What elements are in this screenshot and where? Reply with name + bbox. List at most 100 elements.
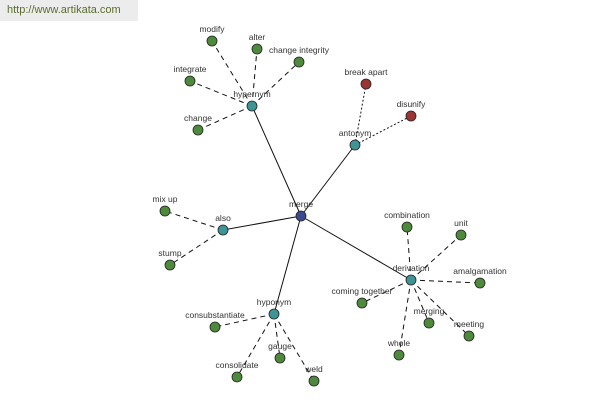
root-node-merge[interactable]: merge xyxy=(289,199,313,222)
node-label[interactable]: also xyxy=(215,213,231,223)
relation-node-derivation[interactable]: derivation xyxy=(393,263,430,286)
edge-root-derivation xyxy=(300,215,412,281)
edge-hypernym-change-integrity xyxy=(251,61,300,107)
node-circle[interactable] xyxy=(474,277,486,289)
node-circle[interactable] xyxy=(184,75,196,87)
node-circle[interactable] xyxy=(463,330,475,342)
node-circle[interactable] xyxy=(159,205,171,217)
word-node-integrate[interactable]: integrate xyxy=(173,64,207,87)
node-circle[interactable] xyxy=(206,35,218,47)
edge-derivation-unit xyxy=(410,234,462,281)
node-label[interactable]: consubstantiate xyxy=(185,310,245,320)
edge-hypernym-modify xyxy=(211,40,253,107)
word-node-consubstantiate[interactable]: consubstantiate xyxy=(185,310,245,333)
edge-root-hyponym xyxy=(273,215,302,315)
node-circle[interactable] xyxy=(423,317,435,329)
node-circle[interactable] xyxy=(293,56,305,68)
relation-node-antonym[interactable]: antonym xyxy=(339,128,372,151)
edge-hyponym-consubstantiate xyxy=(214,313,275,328)
word-node-change[interactable]: change xyxy=(184,113,212,136)
node-circle[interactable] xyxy=(164,259,176,271)
word-node-modify[interactable]: modify xyxy=(199,24,225,47)
edge-hypernym-change xyxy=(197,105,253,131)
node-circle[interactable] xyxy=(455,229,467,241)
node-circle[interactable] xyxy=(393,349,405,361)
word-node-gauge[interactable]: gauge xyxy=(268,341,292,364)
node-label[interactable]: disunify xyxy=(397,99,427,109)
node-circle[interactable] xyxy=(349,139,361,151)
node-label[interactable]: unit xyxy=(454,218,468,228)
site-url-banner[interactable]: http://www.artikata.com xyxy=(0,0,138,21)
node-circle[interactable] xyxy=(405,110,417,122)
node-circle[interactable] xyxy=(405,274,417,286)
node-circle[interactable] xyxy=(308,375,320,387)
node-circle[interactable] xyxy=(231,371,243,383)
word-node-alter[interactable]: alter xyxy=(249,32,266,55)
node-label[interactable]: break apart xyxy=(345,67,389,77)
node-label[interactable]: integrate xyxy=(173,64,206,74)
node-label[interactable]: modify xyxy=(199,24,225,34)
word-node-whole[interactable]: whole xyxy=(387,338,410,361)
node-circle[interactable] xyxy=(251,43,263,55)
node-label[interactable]: mix up xyxy=(152,194,177,204)
node-label[interactable]: amalgamation xyxy=(453,266,507,276)
node-label[interactable]: gauge xyxy=(268,341,292,351)
relation-node-hyponym[interactable]: hyponym xyxy=(257,297,292,320)
edge-derivation-amalgamation xyxy=(410,279,481,284)
node-label[interactable]: antonym xyxy=(339,128,372,138)
edge-derivation-meeting xyxy=(410,279,470,337)
word-node-combination[interactable]: combination xyxy=(384,210,430,233)
edge-hyponym-weld xyxy=(273,313,315,382)
relation-node-hypernym[interactable]: hypernym xyxy=(233,89,271,112)
edge-hypernym-alter xyxy=(251,48,258,107)
node-label[interactable]: derivation xyxy=(393,263,430,273)
node-circle[interactable] xyxy=(360,78,372,90)
edge-hypernym-integrate xyxy=(189,80,253,107)
node-label[interactable]: consolidate xyxy=(215,360,258,370)
node-label[interactable]: hyponym xyxy=(257,297,292,307)
node-label[interactable]: merge xyxy=(289,199,313,209)
node-circle[interactable] xyxy=(295,210,307,222)
node-label[interactable]: change xyxy=(184,113,212,123)
edge-also-mix-up xyxy=(164,210,224,231)
node-circle[interactable] xyxy=(268,308,280,320)
node-label[interactable]: meeting xyxy=(454,319,485,329)
node-label[interactable]: combination xyxy=(384,210,430,220)
word-node-disunify[interactable]: disunify xyxy=(397,99,427,122)
node-circle[interactable] xyxy=(356,297,368,309)
edge-antonym-disunify xyxy=(354,115,412,146)
word-node-mix-up[interactable]: mix up xyxy=(152,194,178,217)
node-circle[interactable] xyxy=(401,221,413,233)
node-label[interactable]: alter xyxy=(249,32,266,42)
word-node-break-apart[interactable]: break apart xyxy=(345,67,389,90)
word-node-merging[interactable]: merging xyxy=(414,306,445,329)
word-node-change-integrity[interactable]: change integrity xyxy=(269,45,330,68)
node-circle[interactable] xyxy=(209,321,221,333)
node-circle[interactable] xyxy=(217,224,229,236)
edge-root-also xyxy=(222,215,302,231)
word-node-coming-together[interactable]: coming together xyxy=(332,286,393,309)
node-circle[interactable] xyxy=(192,124,204,136)
edge-root-hypernym xyxy=(251,105,302,217)
node-label[interactable]: change integrity xyxy=(269,45,330,55)
node-label[interactable]: hypernym xyxy=(233,89,270,99)
word-node-meeting[interactable]: meeting xyxy=(454,319,485,342)
node-label[interactable]: coming together xyxy=(332,286,393,296)
node-label[interactable]: stump xyxy=(158,248,181,258)
node-circle[interactable] xyxy=(274,352,286,364)
edge-root-antonym xyxy=(300,144,356,217)
word-node-consolidate[interactable]: consolidate xyxy=(215,360,259,383)
edge-derivation-whole xyxy=(398,279,412,356)
word-node-stump[interactable]: stump xyxy=(158,248,182,271)
edge-derivation-coming-together xyxy=(361,279,412,304)
word-node-amalgamation[interactable]: amalgamation xyxy=(453,266,507,289)
word-node-weld[interactable]: weld xyxy=(304,364,323,387)
node-label[interactable]: weld xyxy=(304,364,323,374)
edge-hyponym-consolidate xyxy=(236,313,275,378)
node-label[interactable]: merging xyxy=(414,306,445,316)
node-circle[interactable] xyxy=(246,100,258,112)
node-label[interactable]: whole xyxy=(387,338,410,348)
word-node-unit[interactable]: unit xyxy=(454,218,468,241)
relation-node-also[interactable]: also xyxy=(215,213,231,236)
